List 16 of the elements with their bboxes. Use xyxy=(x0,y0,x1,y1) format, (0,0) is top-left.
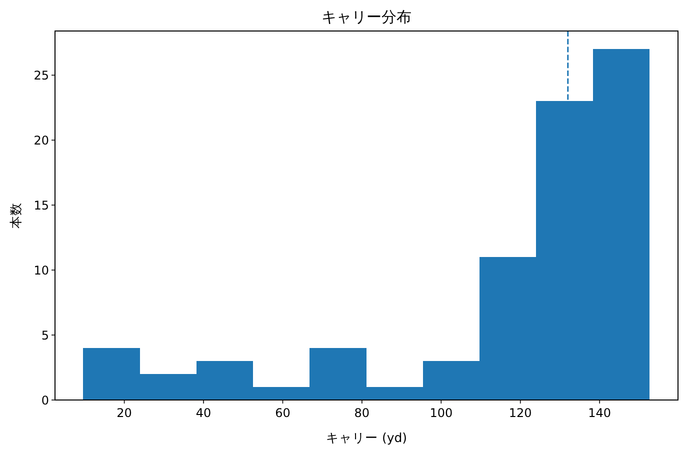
y-tick-label: 20 xyxy=(34,133,49,148)
y-tick-label: 5 xyxy=(41,328,49,342)
x-label: キャリー (yd) xyxy=(326,430,408,445)
x-tick-label: 60 xyxy=(275,406,290,420)
x-tick-label: 20 xyxy=(116,406,132,420)
y-tick-label: 10 xyxy=(34,263,49,278)
title: キャリー分布 xyxy=(322,8,412,26)
y-tick-label: 25 xyxy=(34,68,49,82)
x-tick-label: 140 xyxy=(588,406,612,420)
y-tick-label: 15 xyxy=(34,198,49,212)
x-tick-label: 100 xyxy=(430,406,453,420)
x-tick-label: 80 xyxy=(354,406,370,420)
y-tick-label: 0 xyxy=(41,393,49,408)
x-tick-label: 120 xyxy=(508,406,532,420)
x-tick-label: 40 xyxy=(196,406,212,420)
y-label: 本数 xyxy=(8,202,23,228)
